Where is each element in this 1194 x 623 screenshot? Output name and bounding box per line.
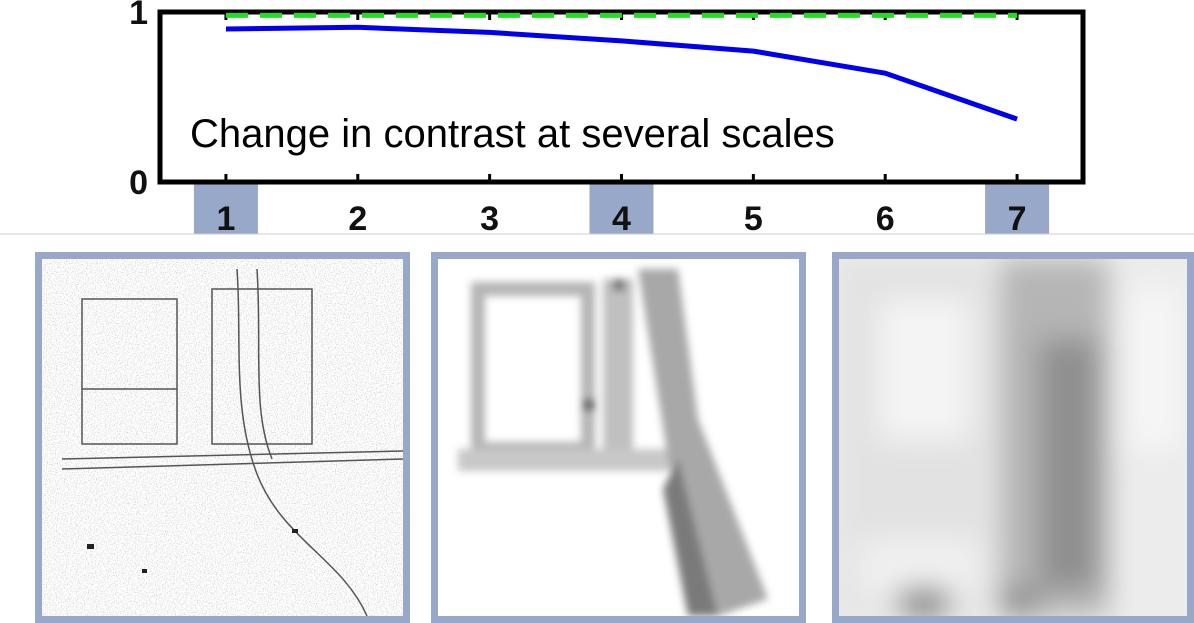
x-tick-label-3: 3 [480,200,499,238]
highlighted-scale-markers [193,182,1050,234]
highlight-block-7 [985,182,1050,234]
scale-4-image [438,259,799,616]
x-tick-label-5: 5 [744,200,763,238]
scale-1-image-panel [35,252,410,623]
scale-7-image-panel [832,252,1194,623]
highlight-block-1 [193,182,258,234]
x-tick-labels: 1 2 3 4 5 6 7 [216,200,1026,238]
y-tick-label-1: 1 [129,0,148,32]
scale-4-image-panel [431,252,806,623]
plot-area-frame [157,9,1086,185]
x-tick-label-2: 2 [348,200,367,238]
series-layer [225,12,1018,122]
chart-annotation: Change in contrast at several scales [190,112,835,156]
y-tick-labels: 01 [129,0,148,202]
x-tick-label-4: 4 [612,200,631,238]
x-tick-label-7: 7 [1008,200,1027,238]
y-tick-label-0: 0 [129,164,148,202]
scale-7-image [839,259,1187,616]
highlight-block-4 [589,182,654,234]
x-tick-label-1: 1 [216,200,235,238]
scale-1-image [42,259,403,616]
x-tick-label-6: 6 [876,200,895,238]
